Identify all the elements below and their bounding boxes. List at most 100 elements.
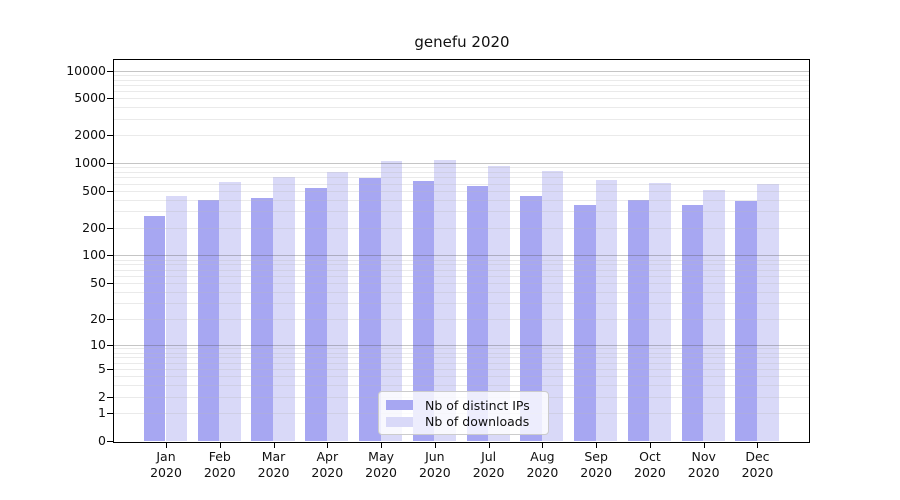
x-tick-label: Mar 2020 bbox=[257, 449, 290, 480]
gridline-minor bbox=[114, 107, 809, 109]
x-tick-mark bbox=[649, 443, 651, 448]
x-tick-label: Apr 2020 bbox=[311, 449, 344, 480]
y-tick-label: 200 bbox=[82, 219, 106, 235]
y-tick-label: 5 bbox=[98, 360, 106, 376]
gridline-minor bbox=[114, 91, 809, 93]
bar-downloads bbox=[434, 159, 456, 441]
y-tick-mark bbox=[107, 255, 113, 257]
y-tick-mark bbox=[107, 135, 113, 137]
gridline-minor bbox=[114, 172, 809, 174]
bar-downloads bbox=[595, 179, 618, 441]
bar-distinct-ips bbox=[735, 200, 757, 441]
gridline-minor bbox=[114, 199, 809, 201]
legend-label-downloads: Nb of downloads bbox=[425, 414, 530, 430]
y-tick-mark bbox=[107, 413, 113, 415]
x-tick-label: Oct 2020 bbox=[634, 449, 666, 480]
y-tick-label: 20 bbox=[90, 310, 106, 326]
legend-swatch-distinct-ips bbox=[386, 400, 413, 411]
y-tick-label: 2 bbox=[98, 388, 106, 404]
y-tick-label: 10 bbox=[90, 336, 106, 352]
bars-layer bbox=[114, 60, 809, 442]
y-tick-mark bbox=[107, 190, 113, 192]
legend-label-distinct-ips: Nb of distinct IPs bbox=[425, 397, 530, 413]
gridline-major bbox=[114, 344, 809, 346]
bar-downloads bbox=[380, 160, 403, 441]
bar-distinct-ips bbox=[520, 196, 542, 441]
bar-distinct-ips bbox=[143, 216, 166, 441]
y-tick-label: 100 bbox=[82, 247, 106, 263]
x-tick-label: Jun 2020 bbox=[418, 449, 451, 480]
y-tick-label: 1 bbox=[98, 405, 106, 421]
bar-downloads bbox=[488, 166, 510, 441]
gridline-minor bbox=[114, 74, 809, 76]
gridline-major bbox=[114, 70, 809, 72]
bar-downloads bbox=[219, 181, 241, 441]
y-tick-label: 10000 bbox=[66, 62, 106, 78]
gridline-minor bbox=[114, 291, 809, 293]
gridline-minor bbox=[114, 318, 809, 320]
gridline-minor bbox=[114, 264, 809, 266]
x-tick-mark bbox=[596, 443, 598, 448]
y-tick-label: 2000 bbox=[74, 127, 106, 143]
bar-distinct-ips bbox=[627, 200, 650, 441]
gridline-minor bbox=[114, 135, 809, 137]
gridline-minor bbox=[114, 167, 809, 169]
y-tick-label: 1000 bbox=[74, 155, 106, 171]
legend-swatch-downloads bbox=[386, 416, 413, 427]
x-tick-label: Sep 2020 bbox=[580, 449, 613, 480]
y-tick-mark bbox=[107, 282, 113, 284]
gridline-minor bbox=[114, 282, 809, 284]
x-tick-mark bbox=[488, 443, 490, 448]
legend: Nb of distinct IPs Nb of downloads bbox=[378, 391, 549, 435]
x-tick-label: Aug 2020 bbox=[526, 449, 559, 480]
bar-downloads bbox=[326, 172, 349, 441]
gridline-minor bbox=[114, 348, 809, 350]
gridline-major bbox=[114, 255, 809, 257]
y-tick-mark bbox=[107, 98, 113, 100]
bar-distinct-ips bbox=[251, 198, 274, 441]
y-tick-mark bbox=[107, 441, 113, 442]
x-tick-label: Dec 2020 bbox=[741, 449, 774, 480]
bar-distinct-ips bbox=[681, 204, 704, 441]
x-tick-mark bbox=[703, 443, 705, 448]
gridline-minor bbox=[114, 259, 809, 261]
y-tick-mark bbox=[107, 227, 113, 229]
bar-downloads bbox=[756, 184, 779, 441]
bar-downloads bbox=[165, 195, 188, 441]
gridline-minor bbox=[114, 362, 809, 364]
gridlines-layer bbox=[114, 60, 809, 442]
x-tick-mark bbox=[219, 443, 221, 448]
gridline-minor bbox=[114, 190, 809, 192]
y-tick-mark bbox=[107, 396, 113, 398]
gridline-minor bbox=[114, 376, 809, 378]
gridline-minor bbox=[114, 269, 809, 271]
bar-distinct-ips bbox=[466, 186, 489, 441]
gridline-minor bbox=[114, 357, 809, 359]
bar-downloads bbox=[541, 171, 564, 441]
bar-downloads bbox=[703, 190, 725, 441]
gridline-minor bbox=[114, 84, 809, 86]
gridline-minor bbox=[114, 79, 809, 81]
bar-distinct-ips bbox=[412, 181, 435, 441]
y-tick-label: 50 bbox=[90, 274, 106, 290]
x-tick-mark bbox=[381, 443, 383, 448]
x-tick-mark bbox=[166, 443, 167, 448]
y-tick-mark bbox=[107, 344, 113, 346]
y-tick-label: 0 bbox=[98, 433, 106, 448]
gridline-minor bbox=[114, 211, 809, 213]
y-tick-label: 5000 bbox=[74, 90, 106, 106]
y-tick-mark bbox=[107, 70, 113, 72]
y-tick-label: 500 bbox=[82, 182, 106, 198]
x-tick-mark bbox=[542, 443, 544, 448]
gridline-minor bbox=[114, 302, 809, 304]
x-tick-label: Feb 2020 bbox=[203, 449, 236, 480]
x-tick-label: May 2020 bbox=[365, 449, 397, 480]
x-tick-label: Nov 2020 bbox=[687, 449, 720, 480]
plot-area: Nb of distinct IPs Nb of downloads bbox=[113, 59, 810, 443]
chart-title: genefu 2020 bbox=[414, 33, 510, 51]
x-tick-mark bbox=[434, 443, 436, 448]
gridline-minor bbox=[114, 119, 809, 120]
y-tick-mark bbox=[107, 163, 113, 165]
bar-downloads bbox=[273, 176, 295, 441]
